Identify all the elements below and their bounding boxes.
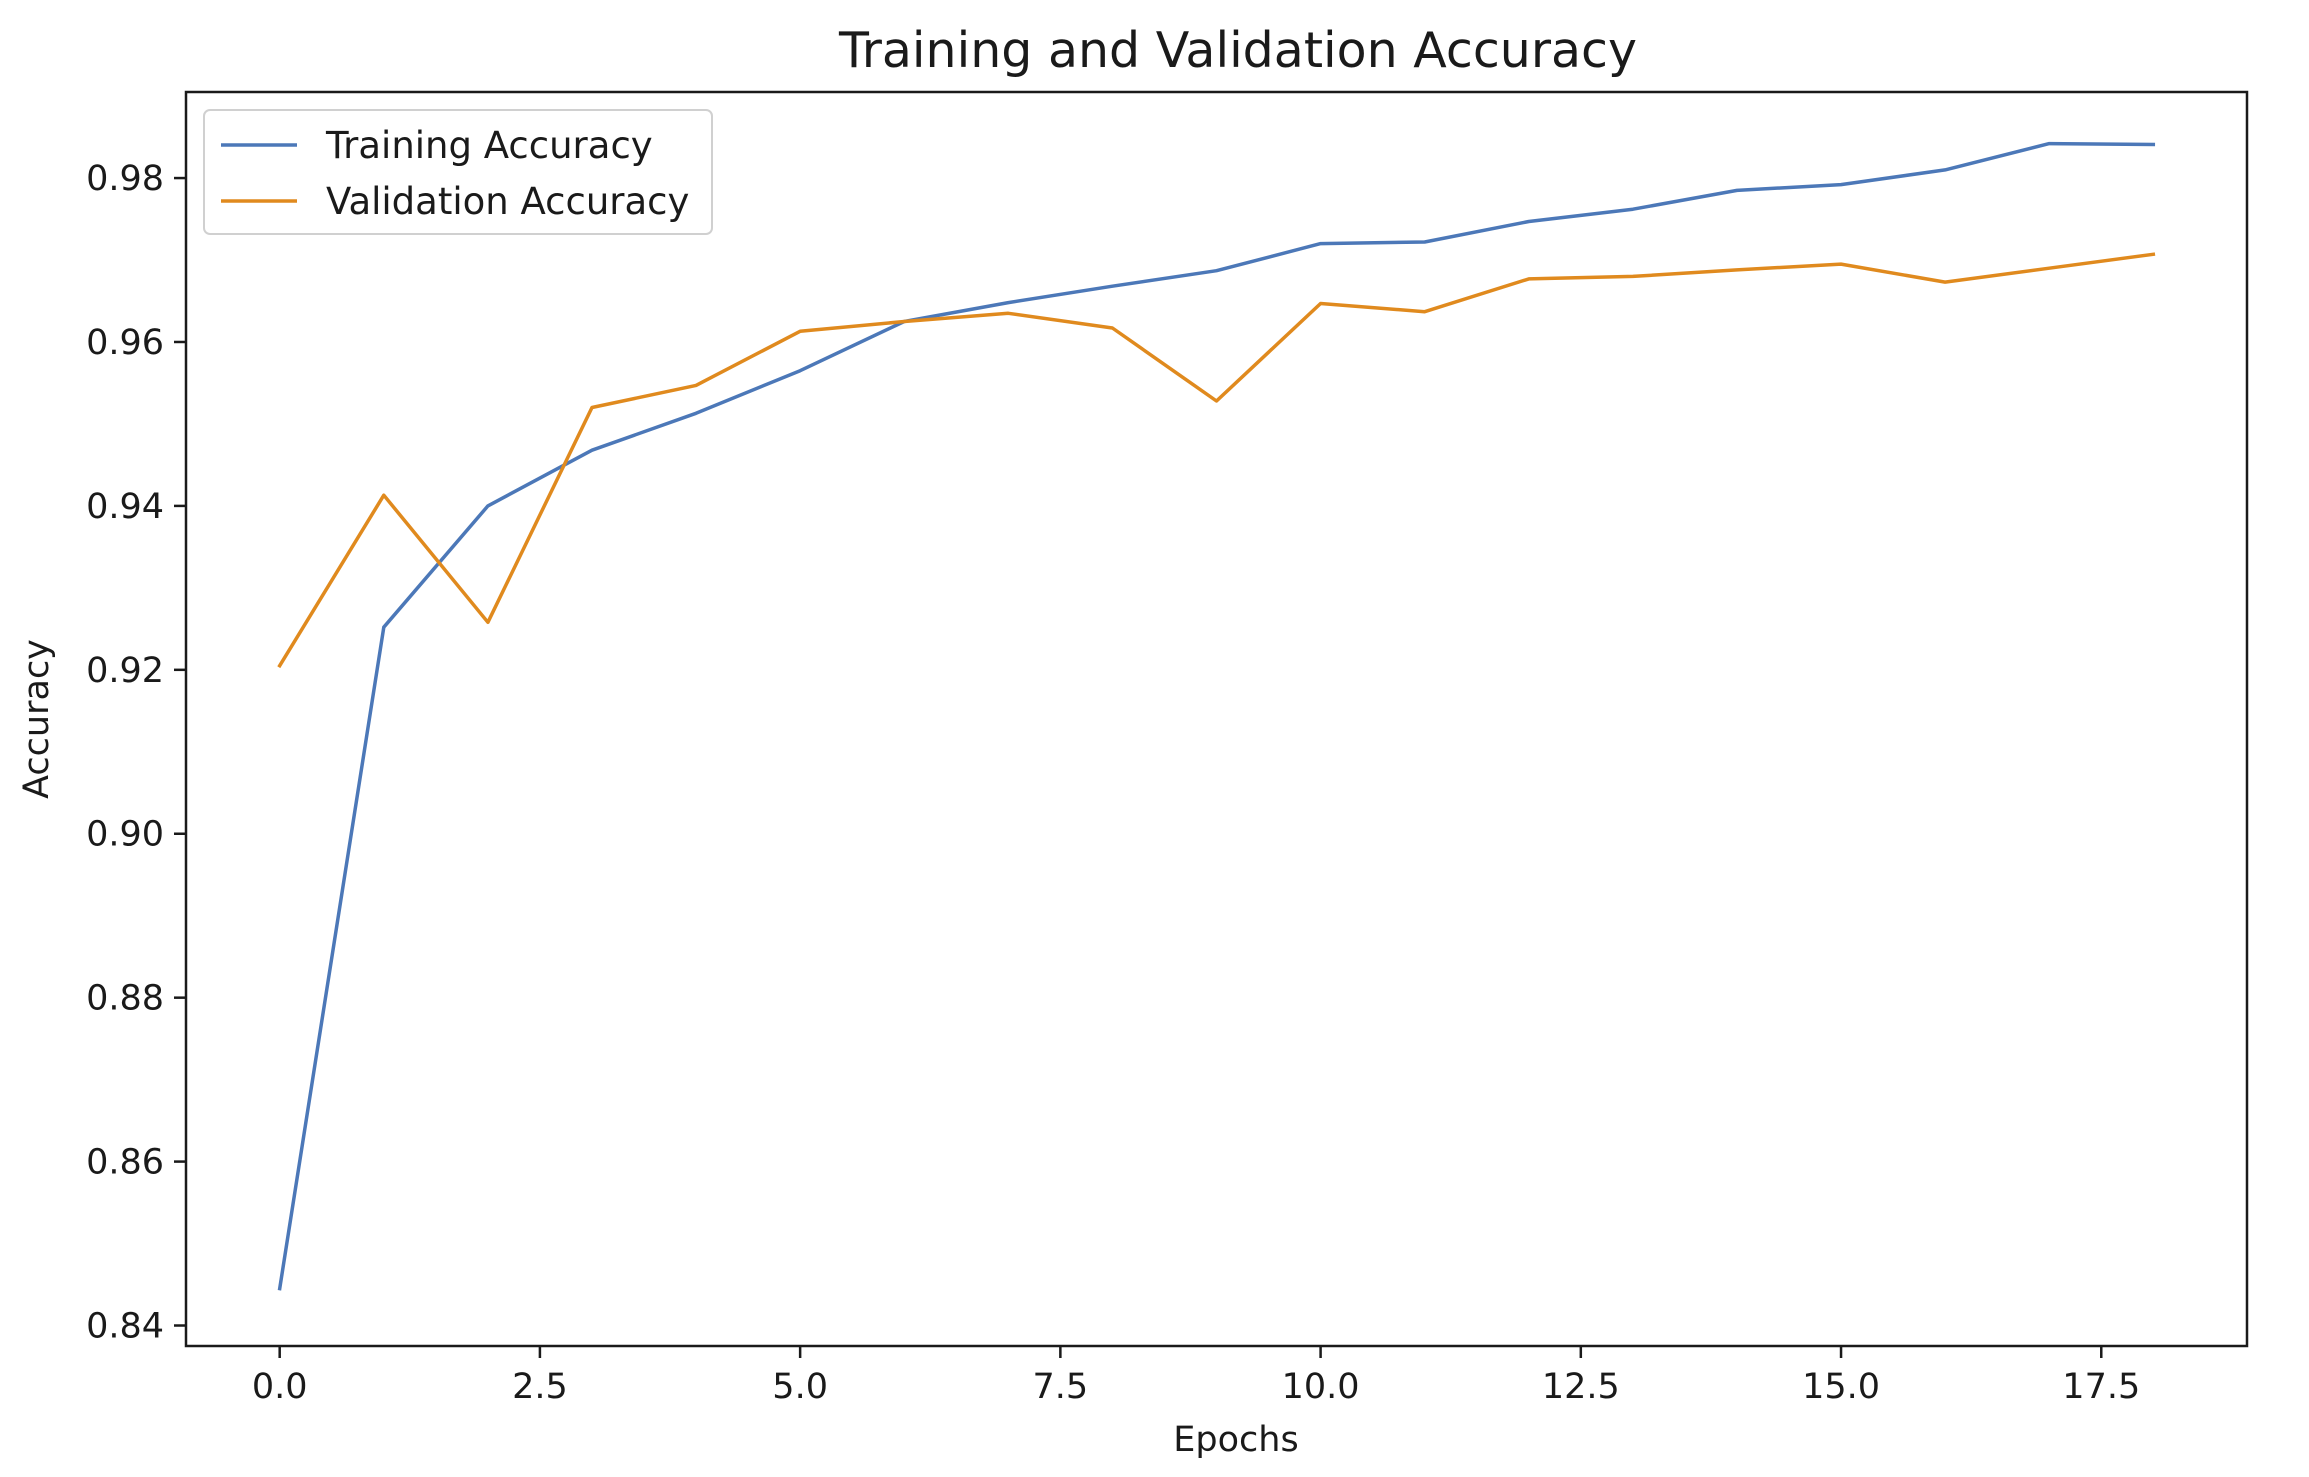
x-tick-label: 17.5 (2062, 1367, 2140, 1407)
plot-area (184, 90, 2249, 1348)
x-tick-label: 5.0 (772, 1367, 828, 1407)
x-tick-label: 12.5 (1542, 1367, 1620, 1407)
y-axis: 0.84 0.86 0.88 0.90 0.92 0.94 0.96 0.98 (86, 159, 186, 1347)
y-tick-label: 0.96 (86, 323, 164, 363)
y-tick-label: 0.98 (86, 159, 164, 199)
training-accuracy-line (277, 141, 2156, 1291)
x-tick-label: 0.0 (252, 1367, 308, 1407)
x-tick-label: 2.5 (512, 1367, 568, 1407)
chart-title: Training and Validation Accuracy (838, 22, 1637, 79)
y-tick-label: 0.84 (86, 1307, 164, 1347)
x-tick-label: 15.0 (1802, 1367, 1880, 1407)
y-axis-label: Accuracy (17, 639, 57, 799)
legend-items: Training Accuracy Validation Accuracy (221, 124, 689, 223)
validation-accuracy-line (277, 252, 2156, 669)
y-tick-label: 0.90 (86, 815, 164, 855)
y-tick-label: 0.86 (86, 1143, 164, 1183)
y-tick-label: 0.94 (86, 487, 164, 527)
y-tick-label: 0.88 (86, 979, 164, 1019)
x-tick-label: 7.5 (1033, 1367, 1089, 1407)
x-axis-label: Epochs (1173, 1420, 1298, 1460)
x-tick-label: 10.0 (1282, 1367, 1360, 1407)
y-tick-label: 0.92 (86, 651, 164, 691)
x-axis: 0.0 2.5 5.0 7.5 10.0 12.5 15.0 17.5 (252, 1346, 2140, 1407)
plot-frame (184, 90, 2249, 1348)
series-layer (277, 141, 2156, 1291)
legend: Training Accuracy Validation Accuracy (203, 109, 713, 235)
legend-label-validation-accuracy: Validation Accuracy (326, 180, 689, 223)
legend-label-training-accuracy: Training Accuracy (325, 124, 653, 167)
legend-box (203, 109, 713, 235)
